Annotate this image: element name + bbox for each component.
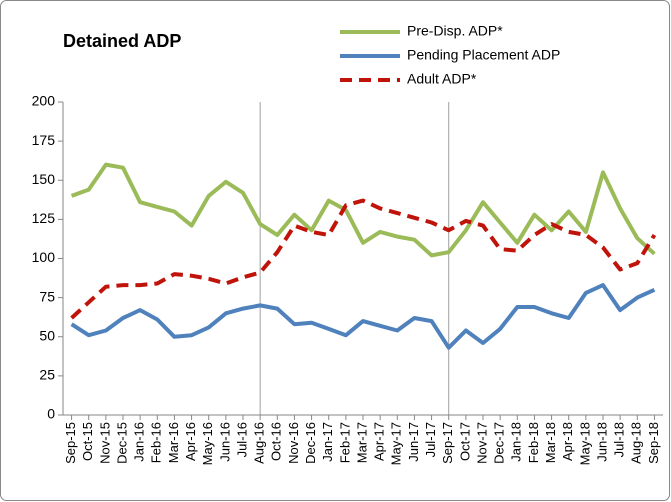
x-tick-label: Jun-17: [406, 422, 421, 462]
legend-label: Adult ADP*: [407, 71, 477, 87]
x-tick-label: Jan-16: [132, 422, 147, 462]
x-tick-label: Apr-17: [372, 422, 387, 461]
x-tick-label: Dec-16: [303, 422, 318, 464]
x-tick-label: Aug-18: [629, 422, 644, 464]
x-tick-label: Feb-16: [149, 422, 164, 463]
y-tick-label: 50: [39, 327, 55, 343]
x-tick-label: Oct-16: [269, 422, 284, 461]
y-tick-label: 175: [32, 132, 56, 148]
x-tick-label: Jul-16: [234, 422, 249, 457]
y-tick-label: 200: [32, 93, 56, 109]
y-tick-label: 100: [32, 249, 56, 265]
x-tick-label: Mar-18: [543, 422, 558, 463]
x-tick-label: Mar-17: [354, 422, 369, 463]
x-tick-label: Feb-17: [337, 422, 352, 463]
x-tick-label: Dec-17: [492, 422, 507, 464]
x-tick-label: Nov-16: [286, 422, 301, 464]
x-tick-label: Sep-17: [440, 422, 455, 464]
x-tick-label: May-17: [389, 422, 404, 465]
y-tick-label: 150: [32, 171, 56, 187]
x-tick-label: Jan-17: [320, 422, 335, 462]
legend-label: Pending Placement ADP: [407, 47, 560, 63]
x-tick-label: Apr-16: [183, 422, 198, 461]
x-tick-label: May-16: [200, 422, 215, 465]
x-tick-label: May-18: [577, 422, 592, 465]
y-tick-label: 25: [39, 367, 55, 383]
x-tick-label: Aug-16: [252, 422, 267, 464]
x-tick-label: Dec-15: [114, 422, 129, 464]
x-tick-label: Nov-17: [474, 422, 489, 464]
x-tick-label: Oct-15: [80, 422, 95, 461]
x-tick-label: Jan-18: [509, 422, 524, 462]
series-line: [70, 283, 656, 350]
y-tick-label: 0: [47, 406, 55, 422]
x-tick-label: Apr-18: [560, 422, 575, 461]
legend-label: Pre-Disp. ADP*: [407, 23, 503, 39]
x-tick-label: Jun-18: [594, 422, 609, 462]
x-tick-label: Jul-17: [423, 422, 438, 457]
x-tick-label: Mar-16: [166, 422, 181, 463]
x-tick-label: Feb-18: [526, 422, 541, 463]
y-tick-label: 125: [32, 210, 56, 226]
x-tick-label: Oct-17: [457, 422, 472, 461]
x-tick-label: Sep-15: [63, 422, 78, 464]
series-line: [70, 198, 657, 320]
chart-title: Detained ADP: [63, 31, 181, 51]
y-tick-label: 75: [39, 288, 55, 304]
x-tick-label: Nov-15: [97, 422, 112, 464]
x-tick-label: Jun-16: [217, 422, 232, 462]
x-tick-label: Jul-18: [612, 422, 627, 457]
x-tick-label: Sep-18: [646, 422, 661, 464]
series-line: [70, 162, 656, 258]
